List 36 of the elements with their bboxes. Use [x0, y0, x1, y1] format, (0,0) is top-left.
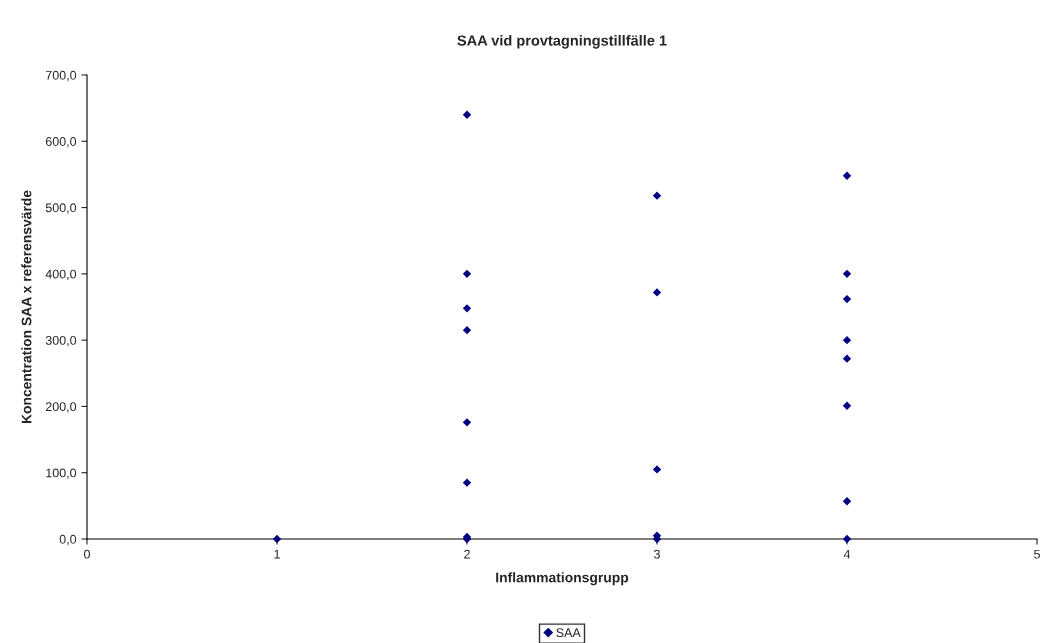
point — [842, 171, 852, 180]
y-tick-label: 700,0 — [45, 70, 77, 82]
y-tick-label: 0,0 — [59, 534, 77, 546]
chart-title: SAA vid provtagningstillfälle 1 — [457, 35, 667, 49]
x-axis-title: Inflammationsgrupp — [496, 572, 629, 586]
y-tick-label: 400,0 — [45, 269, 77, 280]
point — [842, 497, 852, 506]
point — [462, 269, 472, 279]
point — [842, 294, 852, 304]
point — [462, 326, 472, 335]
point — [842, 534, 852, 544]
point — [652, 288, 662, 297]
point — [462, 110, 472, 119]
x-tick-label: 1 — [274, 549, 280, 559]
y-tick-label: 500,0 — [45, 203, 77, 214]
point — [842, 354, 852, 363]
x-tick-label: 0 — [84, 549, 90, 559]
y-tick-label: 100,0 — [46, 468, 77, 479]
x-tick-label: 3 — [654, 549, 660, 559]
x-tick-label: 5 — [1034, 549, 1040, 559]
point — [652, 191, 662, 200]
x-tick-label: 2 — [464, 549, 470, 559]
y-tick-label: 300,0 — [45, 335, 77, 347]
x-tick-label: 4 — [843, 549, 851, 559]
y-tick-label: 200,0 — [45, 402, 77, 413]
point — [462, 478, 472, 487]
point — [272, 534, 282, 544]
point — [462, 304, 472, 313]
y-axis-title: Koncentration SAA x referensvärde — [21, 190, 32, 424]
point — [462, 418, 472, 427]
point — [842, 335, 852, 345]
point — [652, 465, 662, 474]
point — [842, 401, 852, 410]
legend-label: SAA — [556, 628, 581, 638]
point — [842, 269, 852, 279]
y-tick-label: 600,0 — [45, 137, 77, 148]
